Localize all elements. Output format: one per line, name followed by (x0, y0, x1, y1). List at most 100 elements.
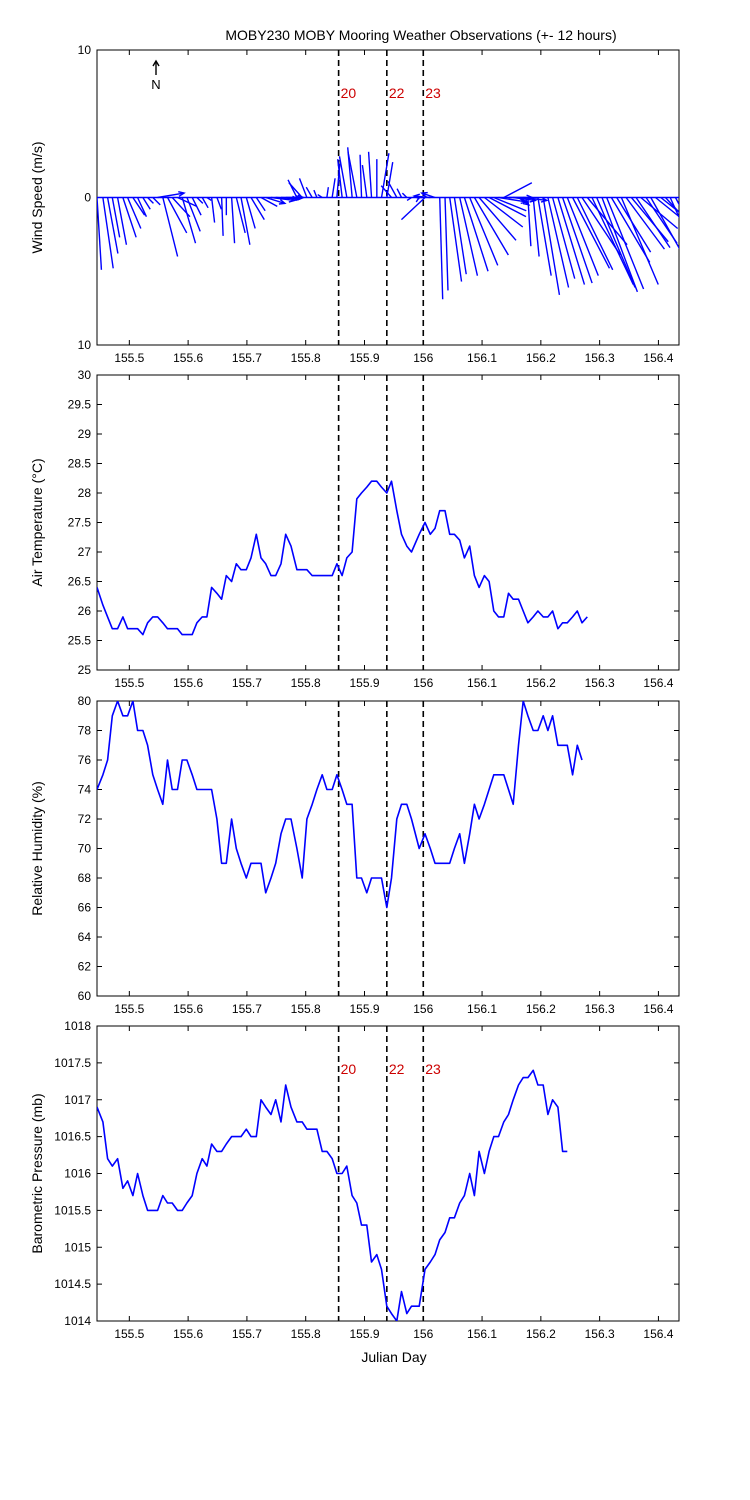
rh-ytick-label: 72 (78, 812, 92, 826)
rh-xtick-label: 155.5 (114, 1002, 144, 1016)
temp-xtick-label: 156.2 (526, 676, 556, 690)
wind-vector (439, 197, 444, 300)
north-label: N (151, 77, 160, 92)
press-xtick-label: 156.2 (526, 1327, 556, 1341)
rh-xtick-label: 156.1 (467, 1002, 497, 1016)
press-xtick-label: 155.6 (173, 1327, 203, 1341)
wind-vector (313, 189, 318, 198)
wind-xtick-label: 155.5 (114, 351, 144, 365)
wind-panel: 155.5 155.6 155.7 155.8 155.9 156 156.1 156.2 15… (29, 43, 680, 365)
temp-xtick-label: 155.5 (114, 676, 144, 690)
press-ytick-label: 1017.5 (54, 1056, 91, 1070)
wind-vector (361, 164, 368, 198)
temp-xtick-label: 156 (413, 676, 433, 690)
wind-vector (305, 186, 313, 198)
press-xtick-label: 156.1 (467, 1327, 497, 1341)
temp-ytick-label: 27 (78, 545, 92, 559)
press-ytick-label: 1015.5 (54, 1203, 91, 1217)
wind-xtick-label: 156.3 (585, 351, 615, 365)
wind-vector (527, 197, 532, 247)
wind-vector (498, 196, 527, 203)
rh-xtick-label: 156.2 (526, 1002, 556, 1016)
rh-y-axis-label: Relative Humidity (%) (29, 781, 45, 916)
press-xtick-label: 155.9 (349, 1327, 379, 1341)
press-marker-label: 23 (425, 1061, 441, 1077)
wind-vector (655, 196, 679, 218)
temp-ytick-label: 28.5 (68, 457, 92, 471)
wind-vector (116, 197, 128, 245)
wind-vector (473, 197, 509, 256)
rh-data (97, 701, 583, 909)
wind-vector (453, 197, 467, 275)
temp-ytick-label: 28 (78, 486, 92, 500)
wind-vector (469, 197, 499, 266)
wind-marker-label: 22 (389, 85, 405, 101)
wind-vector (513, 196, 536, 202)
wind-xtick-label: 155.7 (232, 351, 262, 365)
wind-vector (669, 197, 679, 219)
press-xtick-label: 155.7 (232, 1327, 262, 1341)
temp-xtick-label: 155.9 (349, 676, 379, 690)
press-ytick-label: 1014.5 (54, 1277, 91, 1291)
rh-ytick-label: 68 (78, 871, 92, 885)
wind-vector (449, 197, 463, 282)
north-arrowhead-icon (152, 59, 160, 67)
wind-xtick-label: 155.8 (291, 351, 321, 365)
temp-xtick-label: 155.7 (232, 676, 262, 690)
press-ytick-label: 1014 (64, 1314, 91, 1328)
wind-vector-head (420, 191, 428, 198)
wind-vector (260, 196, 278, 207)
wind-vector (537, 197, 552, 276)
rh-ytick-label: 64 (78, 930, 92, 944)
temp-y-axis-label: Air Temperature (°C) (29, 458, 45, 586)
wind-vector (331, 178, 336, 198)
wind-vector (142, 197, 151, 210)
wind-vector (186, 197, 201, 232)
rh-xtick-label: 156.3 (585, 1002, 615, 1016)
rh-ytick-label: 74 (78, 783, 92, 797)
press-ytick-label: 1016.5 (54, 1130, 91, 1144)
wind-vector (152, 197, 161, 206)
wind-vector (414, 195, 431, 199)
chart-panels: 155.5 155.6 155.7 155.8 155.9 156 156.1 156.2 15… (29, 43, 680, 1341)
press-ytick-label: 1016 (64, 1167, 91, 1181)
temp-data (97, 480, 588, 636)
rh-axes-box (96, 700, 680, 997)
wind-vector (459, 197, 479, 276)
x-axis-label: Julian Day (361, 1349, 426, 1365)
wind-vector (571, 197, 611, 269)
temp-ytick-label: 25 (78, 663, 92, 677)
wind-vector (196, 197, 204, 204)
wind-vector (380, 185, 393, 198)
press-marker-label: 20 (341, 1061, 357, 1077)
press-xtick-label: 156.4 (643, 1327, 673, 1341)
wind-xtick-label: 155.6 (173, 351, 203, 365)
wind-vector (106, 197, 119, 254)
wind-vector (191, 197, 202, 216)
wind-vector (162, 197, 179, 257)
press-xtick-label: 156.3 (585, 1327, 615, 1341)
wind-vector (265, 196, 286, 205)
wind-vector (532, 197, 540, 257)
wind-vector (298, 178, 308, 198)
wind-vector (444, 197, 449, 291)
temp-xtick-label: 155.8 (291, 676, 321, 690)
temp-ytick-label: 27.5 (68, 516, 92, 530)
wind-vector (518, 196, 530, 206)
wind-vector (664, 197, 679, 214)
wind-vector (206, 196, 212, 202)
wind-vector (561, 197, 593, 284)
wind-vector (523, 196, 547, 202)
wind-vector (591, 197, 634, 285)
wind-vector (337, 159, 343, 198)
wind-xtick-label: 156.4 (643, 351, 673, 365)
wind-data (97, 147, 679, 300)
wind-vector (177, 196, 198, 207)
press-ytick-label: 1015 (64, 1240, 91, 1254)
rh-xtick-label: 156 (413, 1002, 433, 1016)
press-ytick-label: 1018 (64, 1019, 91, 1033)
wind-vector (610, 197, 651, 263)
wind-vector (255, 197, 266, 212)
wind-vector (235, 197, 246, 234)
